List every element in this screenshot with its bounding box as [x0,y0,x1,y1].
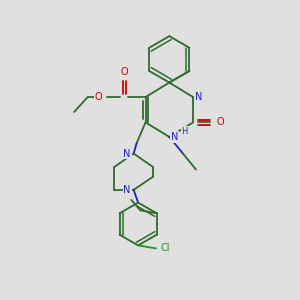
Text: O: O [216,117,224,128]
Text: N: N [123,148,131,159]
Text: N: N [195,92,202,102]
Text: N: N [171,132,178,142]
Text: O: O [121,68,128,77]
Text: N: N [123,185,131,195]
Text: Cl: Cl [161,243,170,254]
Text: O: O [95,92,102,102]
Text: H: H [182,127,188,136]
